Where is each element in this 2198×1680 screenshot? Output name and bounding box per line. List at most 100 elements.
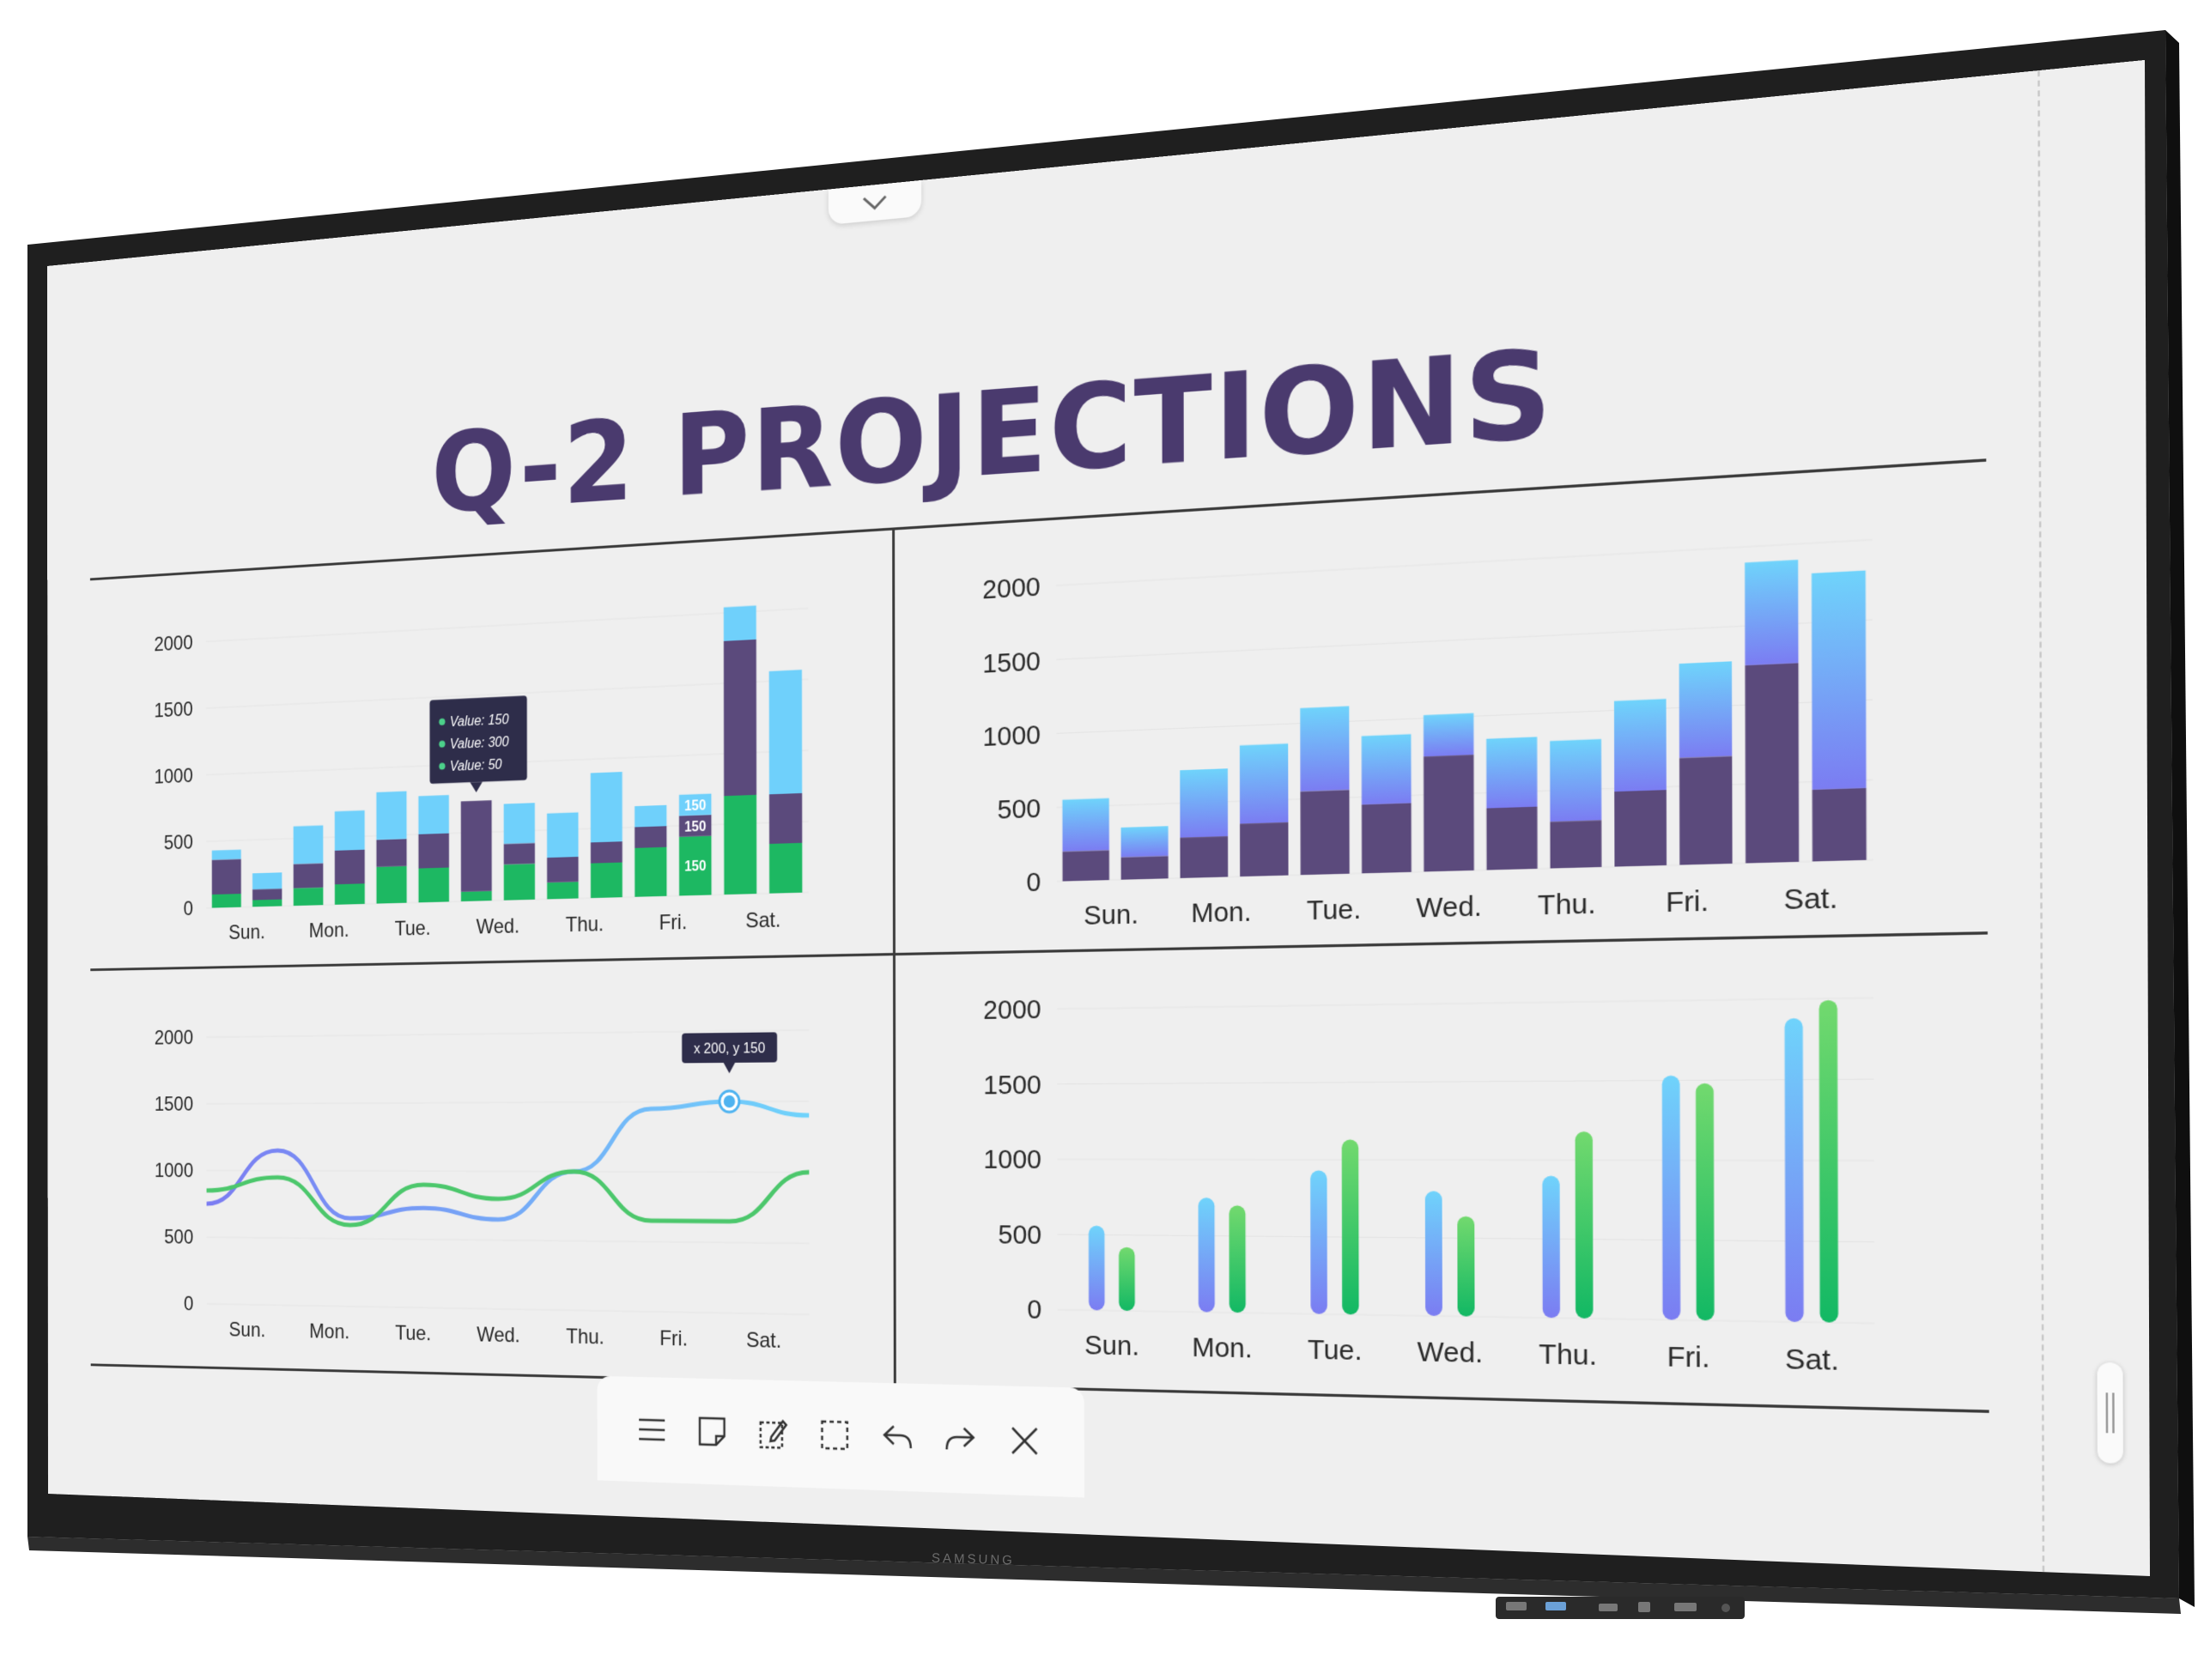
bar-segment (1362, 734, 1412, 804)
tooltip-line: Value: 50 (450, 757, 502, 774)
bar-green (1229, 1205, 1245, 1313)
y-tick-label: 0 (1026, 867, 1041, 898)
x-tick-label: Mon. (1191, 896, 1251, 929)
x-tick-label: Tue. (395, 917, 431, 941)
x-tick-label: Mon. (1192, 1331, 1253, 1364)
bar-segment (1180, 768, 1228, 838)
x-tick-label: Thu. (1538, 888, 1596, 921)
chart-tooltip: Value: 150Value: 300Value: 50 (429, 695, 526, 794)
y-tick-label: 500 (998, 1219, 1041, 1250)
x-tick-label: Sat. (1785, 1343, 1839, 1377)
gridline (1057, 1079, 1873, 1084)
undo-button[interactable] (875, 1413, 920, 1461)
bar-segment (1614, 790, 1667, 866)
bar-segment (294, 863, 324, 888)
bar-segment (591, 772, 622, 842)
bar-segment (1062, 798, 1109, 852)
bar-segment (769, 670, 803, 794)
bar-segment (1812, 571, 1867, 791)
bar-segment (212, 850, 241, 860)
bar-segment (335, 850, 365, 884)
x-tick-label: Wed. (1418, 1336, 1484, 1369)
select-icon (818, 1417, 852, 1454)
bar-blue (1425, 1191, 1442, 1316)
close-button[interactable] (1002, 1416, 1047, 1465)
bar-segment (635, 847, 666, 897)
x-tick-label: Tue. (1307, 893, 1362, 925)
bar-green (1819, 1000, 1838, 1323)
bottom-toolbar (598, 1376, 1084, 1498)
y-tick-label: 0 (184, 1293, 193, 1315)
gridline (207, 1170, 810, 1172)
x-tick-label: Sun. (1084, 899, 1138, 931)
bar-segment (212, 894, 241, 907)
bar-segment (1745, 663, 1799, 863)
bar-segment (1745, 560, 1798, 665)
page-title: Q-2 PROJECTIONS (431, 324, 1554, 539)
bar-segment (591, 863, 622, 899)
bar-segment (1550, 739, 1601, 822)
y-tick-label: 1000 (155, 1160, 193, 1182)
bar-segment (1121, 826, 1169, 857)
line-series-blue (206, 1101, 809, 1222)
sticky-note-button[interactable] (691, 1408, 734, 1455)
y-tick-label: 1000 (154, 765, 192, 789)
y-tick-label: 0 (1027, 1295, 1041, 1325)
side-pull-handle[interactable] (2098, 1362, 2123, 1464)
bar-segment (769, 793, 802, 844)
bar-segment (1812, 788, 1867, 862)
bar-segment (635, 826, 666, 848)
x-tick-label: Wed. (477, 914, 520, 938)
x-tick-label: Thu. (1539, 1337, 1597, 1371)
bar-segment (547, 812, 579, 858)
bar-blue (1784, 1018, 1803, 1322)
chart-bottom-left: 0 500 1000 1500 2000 Sun. Mon. Tue. Wed. Thu. Fri.… (126, 976, 868, 1369)
y-tick-label: 1000 (983, 1144, 1041, 1175)
page-edge-guide (2037, 70, 2044, 1572)
bar-segment (1240, 743, 1289, 823)
chart-tooltip: x 200, y 150 (682, 1032, 777, 1073)
undo-icon (880, 1419, 914, 1456)
tooltip-pointer (470, 782, 483, 793)
bar-segment (252, 900, 282, 907)
edit-capture-button[interactable] (751, 1410, 794, 1457)
bar-segment (1486, 807, 1537, 870)
tooltip-line: Value: 150 (450, 713, 509, 731)
line-marker-core (724, 1095, 735, 1107)
brand-label: SAMSUNG (932, 1551, 1015, 1568)
chevron-down-icon (860, 191, 890, 215)
x-tick-label: Tue. (1308, 1333, 1363, 1366)
bar-segment (252, 889, 282, 900)
sticky-note-icon (695, 1414, 728, 1450)
x-tick-label: Sun. (1084, 1330, 1139, 1362)
y-tick-label: 500 (997, 793, 1041, 825)
bar-segment (1301, 790, 1350, 875)
redo-button[interactable] (938, 1415, 983, 1463)
data-label: 150 (684, 859, 706, 876)
x-tick-label: Fri. (1667, 1340, 1710, 1374)
y-tick-label: 1500 (983, 1070, 1041, 1101)
menu-button[interactable] (631, 1406, 673, 1453)
bar-segment (1240, 822, 1288, 876)
bar-green (1119, 1247, 1135, 1311)
chart-top-right: 0 500 1000 1500 2000 Sun. Mon. Tue. Wed. Thu. Fri.… (935, 484, 1977, 934)
close-icon (1007, 1422, 1042, 1460)
y-tick-label: 1500 (982, 646, 1041, 679)
x-tick-label: Sun. (229, 1319, 266, 1342)
bar-segment (1300, 707, 1349, 792)
x-tick-label: Fri. (1666, 884, 1709, 918)
bar-segment (1062, 850, 1108, 881)
bar-segment (1362, 803, 1412, 873)
select-button[interactable] (813, 1411, 857, 1459)
y-tick-label: 500 (164, 1226, 193, 1248)
y-tick-label: 1500 (154, 698, 192, 722)
gridline (1057, 998, 1873, 1009)
x-tick-label: Mon. (309, 1320, 349, 1343)
bar-blue (1199, 1198, 1215, 1313)
bar-segment (1424, 713, 1474, 757)
x-tick-label: Sat. (1783, 882, 1837, 916)
chart-top-left: 0 500 1000 1500 2000 Sun. Mon. Tue. Wed. Thu. Fri.… (126, 551, 868, 951)
bar-segment (724, 795, 756, 895)
y-tick-label: 1500 (155, 1093, 193, 1115)
bar-segment (1180, 836, 1228, 878)
